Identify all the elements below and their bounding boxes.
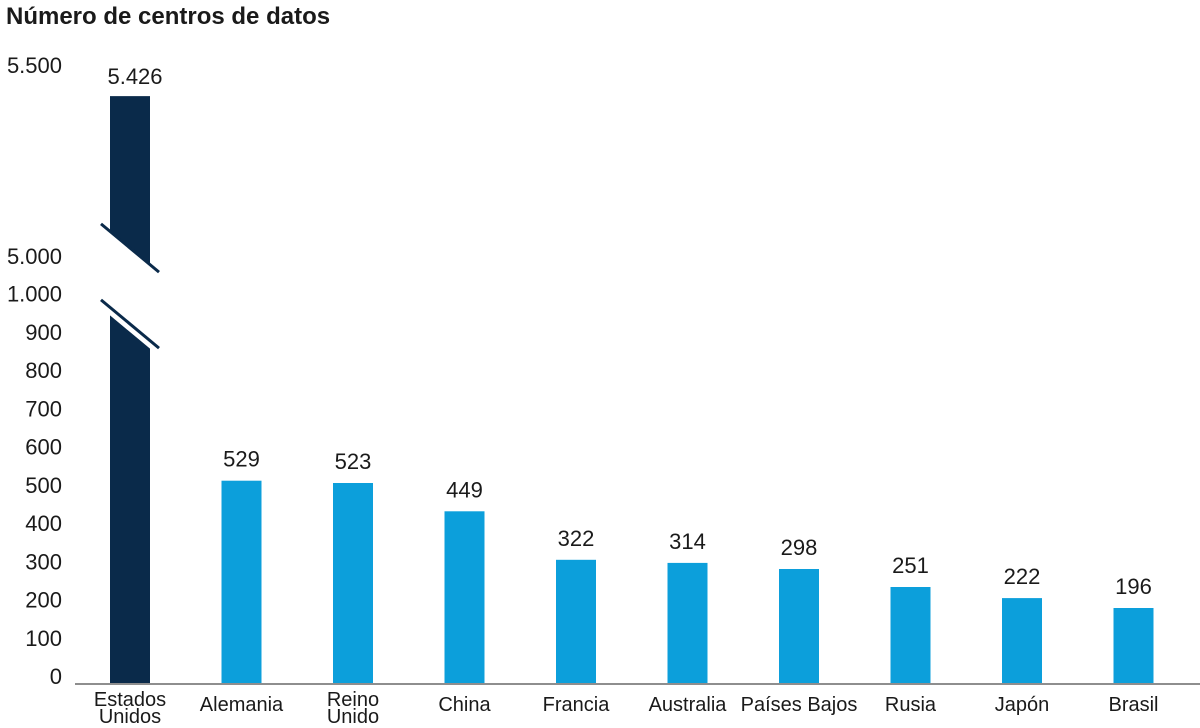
value-label-rusia: 251	[892, 553, 929, 578]
value-label-china: 449	[446, 477, 483, 502]
axis-break-slash-1	[100, 222, 160, 274]
x-axis-label-alemania: Alemania	[200, 694, 284, 716]
value-label-australia: 314	[669, 529, 706, 554]
y-tick-label-5500: 5.500	[7, 53, 62, 78]
value-label-reino-unido: 523	[335, 449, 372, 474]
value-label-estados-unidos: 5.426	[107, 64, 162, 89]
x-axis-label-estados-unidos: Estados	[94, 689, 166, 711]
value-label-alemania: 529	[223, 447, 260, 472]
y-tick-label-800: 800	[25, 358, 62, 383]
bar-estados-unidos-lower-segment	[110, 315, 150, 683]
y-tick-label-400: 400	[25, 511, 62, 536]
x-axis-label-paises-bajos: Países Bajos	[741, 694, 858, 716]
bar-australia	[667, 562, 708, 683]
y-tick-label-700: 700	[25, 396, 62, 421]
x-axis-label-australia: Australia	[649, 694, 728, 716]
chart-title: Número de centros de datos	[6, 3, 331, 30]
axis-break-slash-2	[100, 298, 160, 350]
bar-estados-unidos-upper-segment	[110, 96, 150, 265]
bar-alemania	[221, 480, 262, 683]
y-tick-label-300: 300	[25, 549, 62, 574]
y-tick-label-0: 0	[50, 664, 62, 689]
x-axis-label-reino-unido-line2: Unido	[327, 706, 379, 728]
value-label-francia: 322	[558, 526, 595, 551]
bar-brasil	[1113, 608, 1154, 683]
x-axis-label-japon: Japón	[995, 694, 1050, 716]
bar-rusia	[890, 587, 931, 683]
x-axis-label-china: China	[438, 694, 491, 716]
value-label-paises-bajos: 298	[781, 535, 818, 560]
bar-paises-bajos	[779, 569, 819, 683]
value-label-brasil: 196	[1115, 574, 1152, 599]
bar-japon	[1002, 598, 1042, 683]
x-axis-label-estados-unidos-line2: Unidos	[99, 706, 161, 728]
x-axis-label-rusia: Rusia	[885, 694, 937, 716]
x-axis-label-brasil: Brasil	[1108, 694, 1158, 716]
y-tick-label-1000: 1.000	[7, 282, 62, 307]
bar-china	[444, 511, 485, 683]
y-tick-label-900: 900	[25, 320, 62, 345]
x-axis-label-reino-unido: Reino	[327, 689, 379, 711]
y-tick-label-200: 200	[25, 588, 62, 613]
y-tick-label-5000: 5.000	[7, 244, 62, 269]
value-label-japon: 222	[1004, 564, 1041, 589]
y-tick-label-100: 100	[25, 626, 62, 651]
bar-reino-unido	[333, 483, 373, 683]
x-axis-label-francia: Francia	[543, 694, 611, 716]
y-tick-label-500: 500	[25, 473, 62, 498]
bar-francia	[556, 559, 596, 683]
y-tick-label-600: 600	[25, 435, 62, 460]
